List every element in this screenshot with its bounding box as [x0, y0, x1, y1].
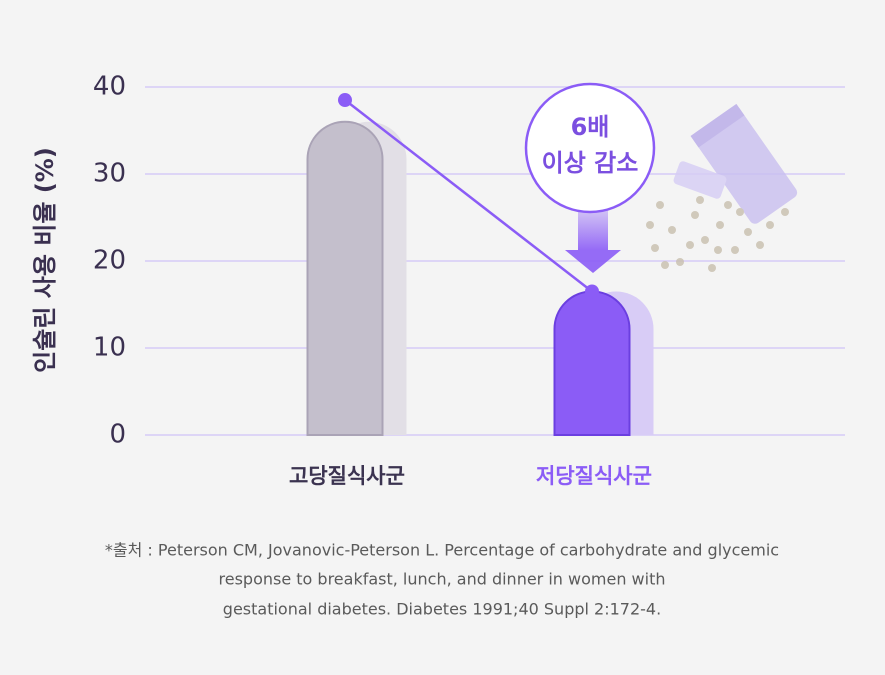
bar [306, 120, 384, 436]
x-tick-label: 저당질식사군 [536, 464, 652, 488]
x-tick-label: 고당질식사군 [289, 464, 405, 488]
line-series [338, 93, 599, 299]
sachet-illustration [646, 103, 798, 272]
y-axis-label: 인슐린 사용 비율 (%) [31, 147, 59, 373]
y-tick-label: 0 [109, 420, 126, 450]
line-point [338, 93, 352, 108]
y-tick-label: 40 [93, 72, 126, 102]
source-note: gestational diabetes. Diabetes 1991;40 S… [223, 600, 661, 619]
source-note: response to breakfast, lunch, and dinner… [219, 570, 666, 589]
source-note: *출처 : Peterson CM, Jovanovic-Peterson L.… [105, 541, 779, 560]
line-point [585, 284, 599, 299]
bar [553, 290, 631, 436]
bars [306, 120, 654, 436]
annotation-bubble [524, 82, 656, 214]
y-tick-label: 20 [93, 246, 126, 276]
line [344, 99, 593, 293]
y-tick-label: 30 [93, 159, 126, 189]
y-tick-label: 10 [93, 333, 126, 363]
annotation-line: 이상 감소 [542, 149, 639, 177]
annotation-line: 6배 [571, 113, 610, 141]
grid: 0 10 20 30 40 고당질식사군 저당질식사군 [93, 72, 845, 488]
